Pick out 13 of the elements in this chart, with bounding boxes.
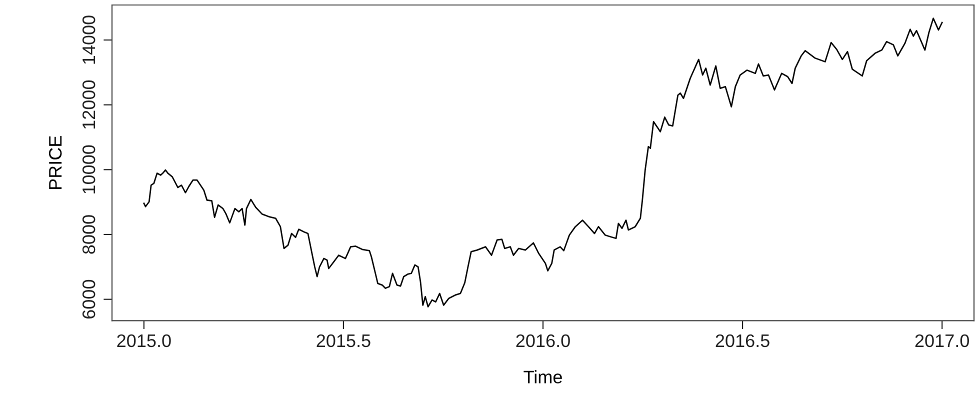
y-tick-label: 12000 [82,80,96,129]
y-tick-label: 10000 [82,145,96,194]
y-tick-label: 14000 [82,16,96,64]
line-series [143,18,943,308]
x-tick-label: 2016.5 [716,334,770,348]
x-tick-label: 2015.0 [117,334,171,348]
y-tick-label: 8000 [82,215,96,254]
x-tick-label: 2016.0 [516,334,570,348]
y-tick-label: 6000 [82,280,96,318]
x-tick-label: 2015.5 [316,334,370,348]
y-axis-title: PRICE [48,136,62,189]
x-axis-title: Time [524,370,562,384]
x-tick-label: 2017.0 [915,334,969,348]
